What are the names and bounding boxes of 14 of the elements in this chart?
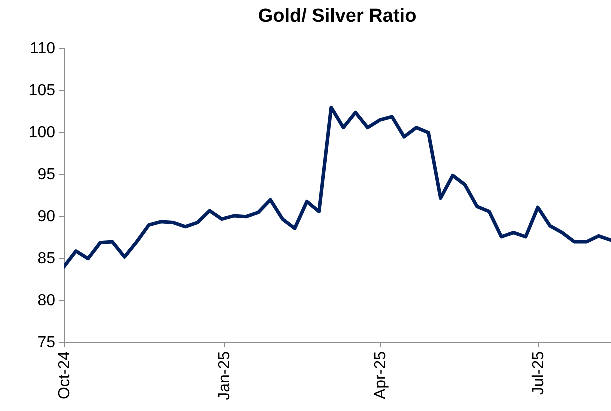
x-tick-label: Jul-25 <box>530 351 548 396</box>
y-tick-label: 105 <box>28 82 56 100</box>
x-tick-label: Apr-25 <box>372 351 390 400</box>
y-tick-label: 95 <box>38 166 56 184</box>
y-tick-label: 80 <box>38 292 56 310</box>
x-tick-label: Jan-25 <box>216 351 234 400</box>
y-tick-label: 90 <box>38 208 56 226</box>
y-tick-label: 110 <box>30 40 56 58</box>
x-tick-label: Oct-24 <box>56 351 74 400</box>
y-tick-label: 100 <box>28 124 56 142</box>
line-series <box>64 106 611 269</box>
chart-title: Gold/ Silver Ratio <box>258 6 417 27</box>
y-tick-label: 75 <box>38 334 56 352</box>
y-tick-label: 85 <box>38 250 56 268</box>
